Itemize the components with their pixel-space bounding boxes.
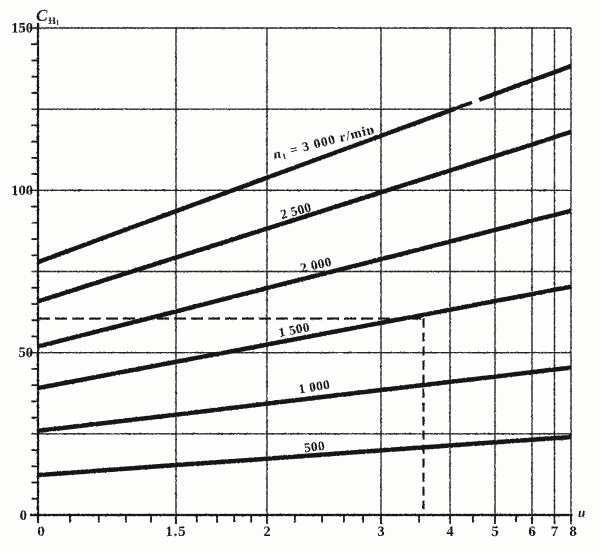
y-tick-label-100: 100 — [11, 183, 33, 199]
data-line-3000 — [478, 63, 572, 102]
y-axis-title: CH1 — [36, 6, 60, 27]
x-tick-label-6: 6 — [528, 524, 535, 540]
x-axis-title: u — [578, 505, 585, 520]
series-label-1500: 1 500 — [277, 319, 311, 340]
series-label-500: 500 — [303, 438, 326, 455]
data-line-1500 — [37, 284, 572, 391]
x-tick-label-1.5: 1.5 — [165, 524, 186, 540]
data-line-500 — [37, 434, 572, 478]
data-line-3000 — [37, 106, 456, 265]
x-tick-label-4: 4 — [446, 524, 453, 540]
x-tick-label-2: 2 — [263, 524, 270, 540]
data-line-1000 — [37, 365, 572, 434]
data-line-2000 — [37, 208, 572, 349]
y-tick-label-0: 0 — [20, 508, 27, 524]
x-tick-label-8: 8 — [569, 524, 576, 540]
data-line-2500 — [37, 129, 572, 304]
series-label-1000: 1 000 — [297, 377, 331, 397]
x-tick-label-3: 3 — [377, 524, 384, 540]
data-line-3000-dash-segment — [454, 100, 473, 111]
series-label-2000: 2 000 — [299, 254, 333, 276]
x-tick-label-0: 0 — [37, 524, 44, 540]
x-tick-label-5: 5 — [491, 524, 498, 540]
y-tick-label-50: 50 — [19, 345, 34, 361]
y-tick-label-150: 150 — [11, 21, 33, 37]
x-tick-label-7: 7 — [551, 524, 558, 540]
